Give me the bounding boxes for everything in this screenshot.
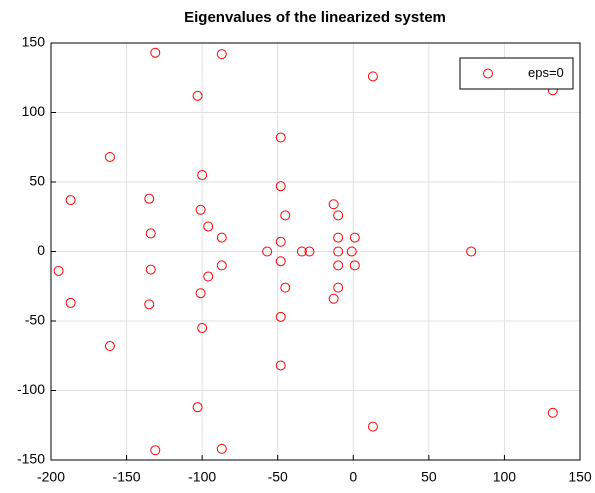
y-tick-label: 0 [37,242,45,258]
point [333,210,344,221]
point [466,246,477,257]
point [349,260,360,271]
axes-box [50,42,581,461]
point [145,228,156,239]
point [547,407,558,418]
y-tick-label: 100 [22,103,46,119]
point [195,288,206,299]
point [104,151,115,162]
point [216,49,227,60]
y-tick-label: -150 [17,451,45,467]
point [203,271,214,282]
point [328,293,339,304]
y-tick-label: -100 [17,381,45,397]
x-tick-label: -100 [188,469,216,485]
point [150,47,161,58]
point [280,282,291,293]
y-tick-label: 50 [29,173,45,189]
point [275,311,286,322]
legend-label: eps=0 [528,65,564,80]
point [367,71,378,82]
x-tick-label: 50 [421,469,437,485]
x-tick-label: 100 [493,469,517,485]
point [275,256,286,267]
point [197,170,208,181]
point [275,236,286,247]
point [333,246,344,257]
point [216,232,227,243]
x-tick-label: 0 [349,469,357,485]
point [304,246,315,257]
point [65,195,76,206]
legend-marker [483,68,493,79]
point [367,421,378,432]
point [197,322,208,333]
point [262,246,273,257]
point [144,299,155,310]
point [216,260,227,271]
y-tick-label: -50 [25,312,45,328]
point [328,199,339,210]
x-tick-label: -50 [268,469,288,485]
point [53,265,64,276]
point [275,132,286,143]
point [203,221,214,232]
y-tick-label: 150 [22,34,46,50]
point [192,90,203,101]
point [275,360,286,371]
point [195,204,206,215]
point [150,445,161,456]
point [144,193,155,204]
legend-box [459,57,574,90]
point [333,260,344,271]
point [346,246,357,257]
x-tick-label: -200 [37,469,65,485]
chart-title: Eigenvalues of the linearized system [184,9,446,26]
point [280,210,291,221]
point [333,232,344,243]
point [192,402,203,413]
point [275,181,286,192]
point [333,282,344,293]
point [216,443,227,454]
point [65,297,76,308]
point [104,341,115,352]
x-tick-label: 150 [568,469,592,485]
x-tick-label: -150 [113,469,141,485]
point [145,264,156,275]
point [296,246,307,257]
point [349,232,360,243]
